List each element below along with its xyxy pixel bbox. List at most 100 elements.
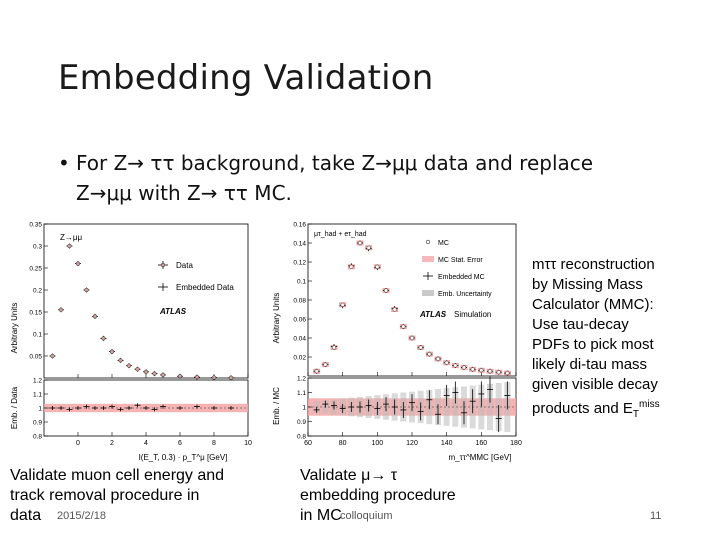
y-tick-label-top: 0.1: [33, 332, 42, 339]
x-tick-label: 180: [510, 440, 522, 447]
bullet-symbol: •: [58, 151, 70, 175]
y-tick-label-top: 0.1: [297, 279, 306, 286]
main-data-point: [487, 369, 493, 374]
main-data-point: [177, 374, 183, 379]
y-tick-label-ratio: 0.8: [33, 434, 42, 441]
footer-center: colloquium: [340, 510, 393, 522]
x-tick-label: 6: [178, 440, 182, 447]
y-tick-label-top: 0.16: [293, 222, 306, 229]
legend-marker-box: [422, 290, 434, 296]
right-legend-stat: MC Stat. Error: [438, 257, 483, 264]
slide-title: Embedding Validation: [58, 58, 434, 98]
main-data-point: [211, 375, 217, 380]
main-data-point: [126, 363, 132, 368]
page-number: 11: [650, 510, 662, 522]
main-data-point: [331, 345, 337, 350]
right-caption-line: Validate μ→ τ: [300, 467, 398, 484]
main-data-point: [496, 370, 501, 375]
x-tick-label: 2: [110, 440, 114, 447]
left-caption-line: data: [10, 507, 42, 524]
left-legend-emb: Embedded Data: [176, 283, 234, 292]
main-data-point: [143, 369, 149, 374]
main-data-point: [409, 335, 415, 341]
left-plot-svg: Arbitrary Units Emb. / Data Z→μμ Data Em…: [10, 222, 252, 463]
legend-marker-circle: [160, 262, 166, 268]
y-tick-label-top: 0.25: [29, 266, 42, 273]
met-prefix: products and E: [532, 400, 633, 417]
y-tick-label-ratio: 0.9: [297, 419, 306, 426]
main-data-point: [427, 352, 432, 357]
y-tick-label-top: 0.06: [293, 317, 306, 324]
main-data-point: [444, 360, 449, 365]
main-data-point: [84, 287, 89, 293]
left-atlas-label: ATLAS: [159, 307, 187, 316]
bullet-line-2: Z→μμ with Z→ ττ MC.: [76, 181, 292, 205]
main-data-point: [323, 362, 328, 367]
right-plot-svg: Arbitrary Units Emb. / MC μτ_had + eτ_ha…: [272, 222, 522, 463]
main-data-point: [453, 363, 458, 368]
main-data-point: [101, 336, 106, 341]
left-caption-line: track removal procedure in: [10, 487, 200, 504]
mmc-note-line: Calculator (MMC):: [532, 296, 654, 313]
mmc-note-line: Use tau-decay: [532, 316, 629, 333]
right-process-label: μτ_had + eτ_had: [314, 231, 367, 238]
y-tick-label-ratio: 1.1: [297, 390, 306, 397]
main-data-point: [383, 288, 389, 293]
main-data-point: [109, 349, 115, 354]
legend-marker-circle: [425, 239, 431, 245]
footer-date: 2015/2/18: [57, 510, 106, 522]
right-ylabel-top: Arbitrary Units: [272, 293, 281, 344]
main-data-point: [152, 371, 157, 376]
main-data-point: [228, 375, 234, 380]
main-data-point: [479, 368, 484, 373]
main-data-point: [67, 243, 72, 249]
main-data-point: [194, 375, 200, 380]
bullet-line-1: For Z→ ττ background, take Z→μμ data and…: [76, 151, 594, 175]
y-tick-label-top: 0.08: [293, 298, 306, 305]
left-caption: Validate muon cell energy and track remo…: [10, 466, 280, 526]
main-data-point: [50, 353, 55, 359]
ratio-uncertainty-band: [443, 388, 450, 426]
right-ylabel-bottom: Emb. / MC: [272, 387, 281, 425]
left-legend-data: Data: [176, 261, 193, 270]
right-legend-unc: Emb. Uncertainty: [438, 291, 492, 298]
x-tick-label: 140: [441, 440, 453, 447]
top-panel-frame: [43, 223, 249, 379]
x-tick-label: 60: [304, 440, 312, 447]
ratio-uncertainty-band: [452, 387, 459, 427]
top-panel-frame: [307, 223, 517, 377]
main-data-point: [340, 302, 345, 307]
right-caption-line: in MC: [300, 507, 342, 524]
y-tick-label-top: 0.12: [293, 260, 306, 267]
right-legend-emb: Embedded MC: [438, 274, 485, 281]
main-data-point: [505, 371, 510, 376]
x-tick-label: 4: [144, 440, 148, 447]
y-tick-label-top: 0.15: [29, 310, 42, 317]
y-tick-label-ratio: 1.1: [33, 392, 42, 399]
left-ylabel-top: Arbitrary Units: [10, 303, 19, 354]
left-xlabel: I(E_T, 0.3) · p_T^μ [GeV]: [139, 453, 228, 462]
main-data-point: [75, 261, 81, 266]
left-caption-line: Validate muon cell energy and: [10, 467, 225, 484]
x-tick-label: 100: [371, 440, 383, 447]
left-process-label: Z→μμ: [60, 233, 82, 242]
left-ylabel-bottom: Emb. / Data: [10, 386, 19, 429]
main-data-point: [375, 264, 380, 269]
mmc-note-line: likely di-tau mass: [532, 356, 648, 373]
main-data-point: [118, 358, 123, 363]
mmc-note-line: mττ reconstruction: [532, 256, 655, 273]
y-tick-label-ratio: 1.2: [297, 376, 306, 383]
main-data-point: [314, 369, 319, 374]
y-tick-label-top: 0.3: [33, 244, 42, 251]
right-caption-line: embedding procedure: [300, 487, 456, 504]
met-sup: miss: [639, 399, 660, 410]
y-tick-label-ratio: 0.8: [297, 434, 306, 441]
y-tick-label-ratio: 1: [302, 405, 306, 412]
met-sub: T: [632, 409, 640, 420]
main-data-point: [461, 365, 467, 370]
right-atlas-label: ATLAS: [419, 310, 447, 319]
mmc-note-line: given visible decay: [532, 376, 658, 393]
main-data-point: [58, 307, 64, 312]
bullet-point: • For Z→ ττ background, take Z→μμ data an…: [58, 148, 698, 208]
right-plot: Arbitrary Units Emb. / MC μτ_had + eτ_ha…: [270, 218, 522, 462]
